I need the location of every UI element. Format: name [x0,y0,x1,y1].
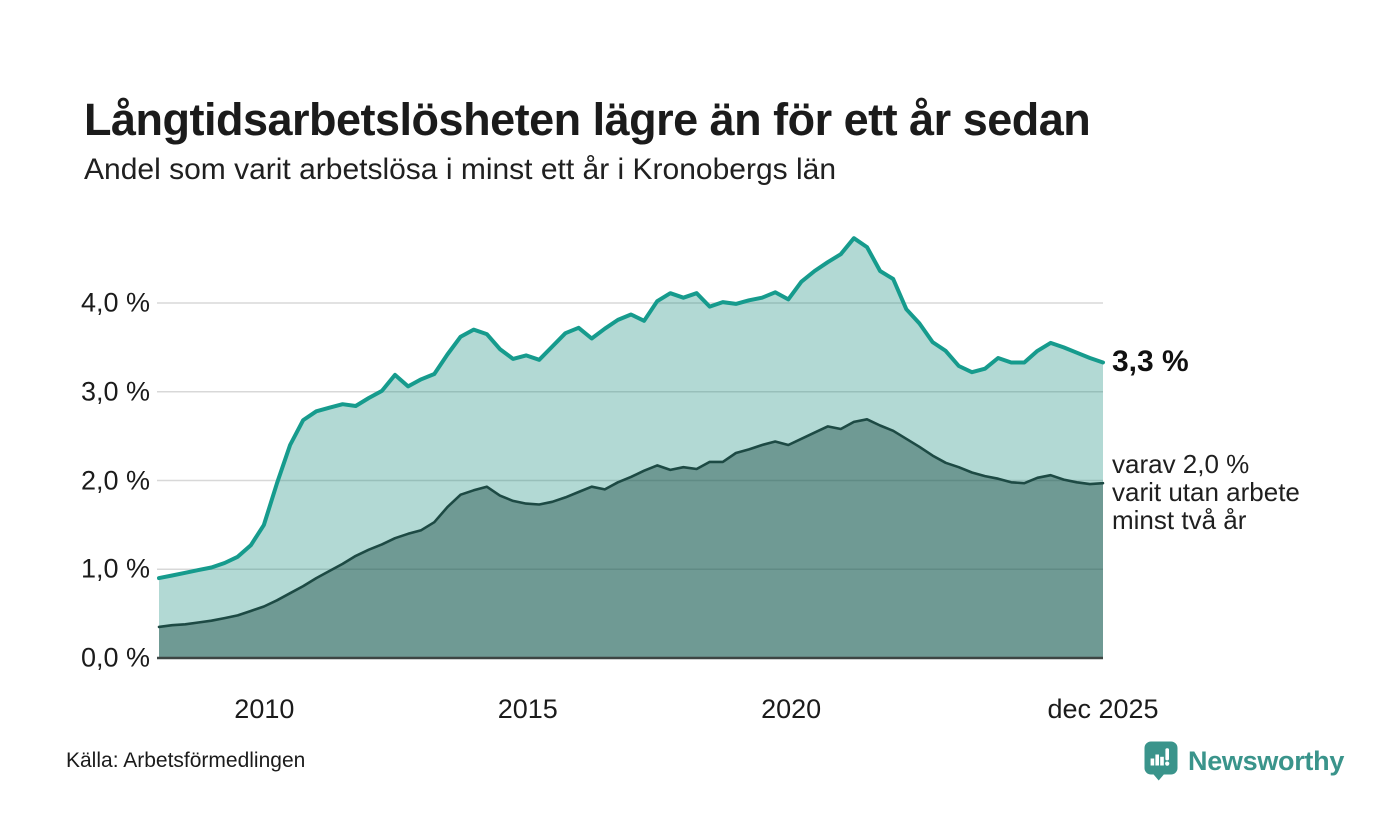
y-axis-label-0pct: 0,0 % [80,642,150,673]
series-area-2yr [159,419,1103,658]
logo-exclamation-dot [1165,761,1170,766]
series-area-1yr [159,238,1103,658]
logo-bar-3 [1160,756,1164,766]
series-line-2yr [157,418,1105,629]
series-line-1yr [157,236,1105,581]
y-axis-label-3pct: 3,0 % [80,376,150,407]
newsworthy-logo-icon [1144,741,1178,781]
x-axis-label-2020: 2020 [761,694,822,724]
page-subtitle: Andel som varit arbetslösa i minst ett å… [84,153,837,186]
end-value-label-2yr-line1: varav 2,0 % [1112,449,1250,479]
end-value-label-2yr-line3: minst två år [1112,505,1247,535]
logo-exclamation-bar [1165,748,1169,761]
y-axis-label-2pct: 2,0 % [80,465,150,495]
page-title: Långtidsarbetslösheten lägre än för ett … [84,94,1091,146]
end-value-label-2yr: varav 2,0 % varit utan arbete minst två … [1112,450,1300,534]
end-value-label-1yr: 3,3 % [1112,345,1189,378]
x-axis-label-2015: 2015 [497,694,558,724]
newsworthy-logo: Newsworthy [1143,741,1344,781]
logo-bar-1 [1150,758,1155,766]
x-axis-label-dec-2025: dec 2025 [1047,694,1159,724]
end-value-label-2yr-line2: varit utan arbete [1112,477,1300,507]
logo-bar-2 [1155,754,1159,766]
source-note: Källa: Arbetsförmedlingen [66,749,306,772]
x-axis-label-2010: 2010 [234,694,295,724]
y-axis-label-1pct: 1,0 % [80,553,150,584]
y-axis-label-4pct: 4,0 % [80,287,150,318]
newsworthy-logo-text: Newsworthy [1188,745,1345,776]
